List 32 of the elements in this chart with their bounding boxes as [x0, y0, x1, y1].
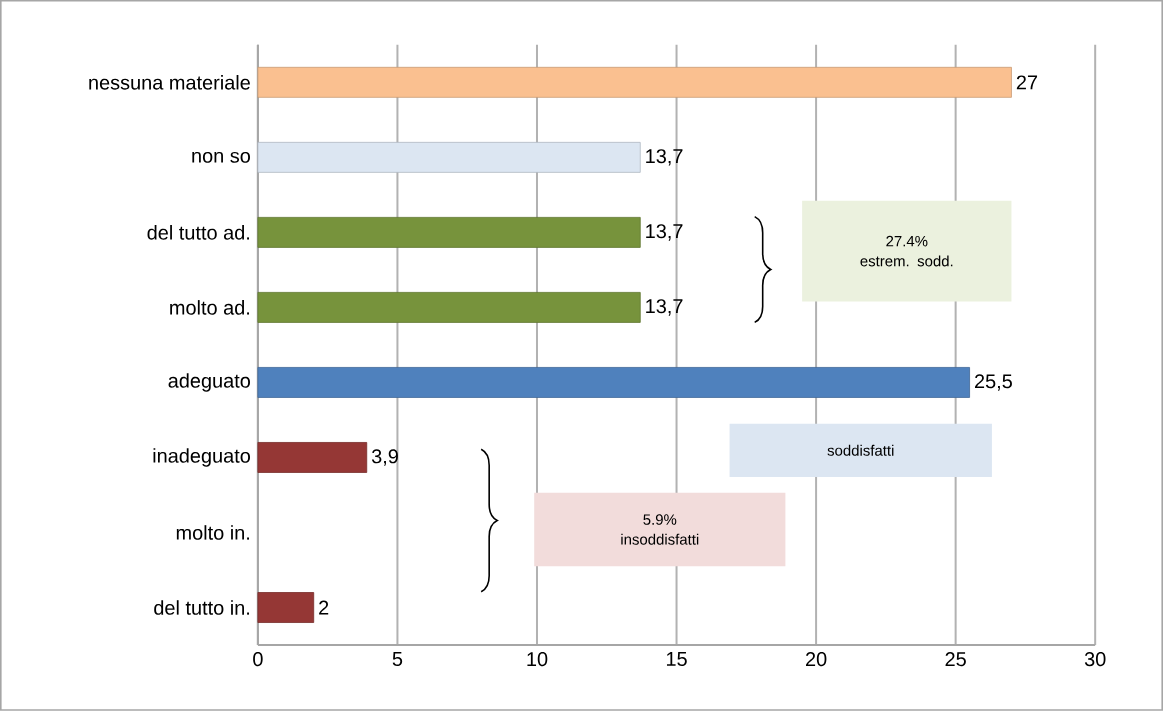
data-label: 3,9 [371, 449, 398, 466]
data-label: 25,5 [974, 374, 1012, 391]
bar [257, 217, 641, 248]
y-tick-label: del tutto in. [154, 600, 249, 615]
y-tick-label: adeguato [168, 373, 250, 392]
y-tick-label: molto ad. [170, 300, 249, 315]
y-tick-label: inadeguato [153, 448, 250, 467]
data-label: 13,7 [646, 299, 683, 316]
y-tick-label: molto in. [176, 525, 249, 540]
x-tick-label: 30 [1084, 652, 1106, 667]
data-label: 13,7 [646, 224, 683, 241]
x-tick-label: 25 [945, 652, 966, 667]
bar [257, 142, 641, 173]
y-tick-label: nessuna materiale [89, 75, 250, 90]
x-tick-label: 20 [806, 652, 827, 667]
bar [257, 592, 315, 623]
x-tick-label: 5 [392, 652, 403, 667]
annotation: 27.4% estrem. sodd. [860, 235, 953, 267]
x-tick-label: 10 [527, 652, 548, 667]
data-label: 13,7 [646, 149, 683, 166]
bar [257, 367, 970, 398]
bar [257, 442, 368, 473]
annotation: soddisfatti [827, 444, 894, 456]
annotation: 5.9% insoddisfatti [621, 514, 699, 545]
data-label: 27 [1016, 75, 1038, 90]
y-tick-label: del tutto ad. [147, 225, 249, 240]
x-tick-label: 15 [666, 652, 687, 667]
x-tick-label: 0 [253, 652, 263, 667]
y-tick-label: non so [192, 151, 250, 163]
bar [257, 67, 1012, 98]
data-label: 2 [319, 600, 329, 615]
bar [257, 292, 641, 323]
